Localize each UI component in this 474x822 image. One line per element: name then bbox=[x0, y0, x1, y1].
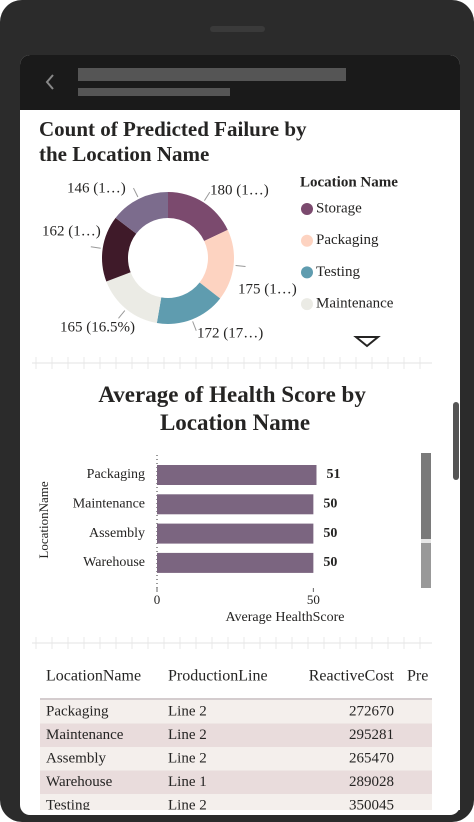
table-cell: 265470 bbox=[349, 750, 394, 766]
legend-title: Location Name bbox=[300, 174, 398, 190]
bar bbox=[157, 552, 314, 573]
bar-value-label: 50 bbox=[323, 555, 337, 570]
table-cell: Packaging bbox=[46, 703, 109, 719]
table-cell: 295281 bbox=[349, 727, 394, 743]
data-label: 172 (17…) bbox=[197, 325, 263, 341]
table-cell: Warehouse bbox=[46, 774, 113, 790]
legend-marker bbox=[301, 266, 313, 279]
donut-slice bbox=[168, 192, 228, 241]
table-cell: Testing bbox=[46, 797, 90, 813]
column-header: ReactiveCost bbox=[309, 668, 395, 685]
table-cell: 289028 bbox=[349, 774, 394, 790]
y-axis-title: LocationName bbox=[36, 481, 51, 558]
legend-marker bbox=[301, 234, 313, 247]
bar-value-label: 50 bbox=[323, 497, 337, 512]
y-tick-label: Assembly bbox=[89, 526, 145, 541]
legend-marker bbox=[301, 203, 313, 215]
table-row-bg bbox=[40, 700, 432, 724]
leader-line bbox=[204, 191, 211, 201]
section-divider bbox=[32, 362, 432, 644]
header-subtitle-placeholder bbox=[78, 88, 230, 96]
table-cell: Line 2 bbox=[168, 750, 207, 766]
donut-slice bbox=[115, 192, 168, 234]
y-tick-label: Maintenance bbox=[73, 497, 145, 512]
visual-scrollbar[interactable] bbox=[421, 453, 431, 539]
header-title-placeholder bbox=[78, 68, 346, 81]
table-cell: Line 1 bbox=[168, 774, 207, 790]
legend-marker bbox=[301, 298, 313, 311]
table-cell: Assembly bbox=[46, 750, 107, 766]
column-header: Pre bbox=[407, 668, 428, 685]
bar-title-line: Average of Health Score by Location Name bbox=[98, 382, 371, 435]
table-cell: 350045 bbox=[349, 797, 394, 813]
leader-line bbox=[118, 310, 126, 319]
table-cell: Maintenance bbox=[46, 727, 124, 743]
donut-slice bbox=[106, 272, 162, 324]
bar-value-label: 51 bbox=[326, 467, 340, 482]
leader-line bbox=[192, 321, 197, 331]
data-label: 165 (16.5%) bbox=[60, 319, 135, 335]
back-button[interactable] bbox=[45, 74, 54, 90]
report-content: Count of Predicted Failure by the Locati… bbox=[32, 117, 432, 813]
speaker bbox=[210, 26, 265, 32]
legend-more-arrow[interactable] bbox=[353, 336, 381, 348]
bar bbox=[157, 523, 314, 544]
column-header: ProductionLine bbox=[168, 668, 268, 685]
data-label: 180 (1…) bbox=[210, 182, 269, 198]
table-cell: 272670 bbox=[349, 703, 394, 719]
legend-label: Storage bbox=[316, 200, 362, 216]
page-scrollbar[interactable] bbox=[453, 402, 459, 480]
table-header-bg bbox=[40, 663, 432, 699]
table-row-bg bbox=[40, 747, 432, 771]
leader-line bbox=[90, 246, 101, 249]
data-label: 162 (1…) bbox=[42, 223, 101, 239]
data-label: 146 (1…) bbox=[67, 180, 126, 196]
donut-slice bbox=[156, 282, 221, 324]
bar-value-label: 50 bbox=[323, 526, 337, 541]
table-cell: Line 2 bbox=[168, 797, 207, 813]
table-cell: Line 2 bbox=[168, 703, 207, 719]
visual-scrollbar-lower bbox=[421, 543, 431, 588]
donut-title-line: Count of Predicted Failure by the Locati… bbox=[39, 117, 312, 166]
y-tick-label: Packaging bbox=[87, 467, 145, 482]
y-tick-label: Warehouse bbox=[83, 555, 145, 570]
x-axis-title: Average HealthScore bbox=[225, 610, 344, 625]
legend-label: Maintenance bbox=[316, 296, 394, 312]
leader-line bbox=[133, 187, 139, 198]
table-cell: Line 2 bbox=[168, 727, 207, 743]
app-header bbox=[20, 55, 460, 110]
column-header: LocationName bbox=[46, 668, 141, 685]
table-row-bg bbox=[40, 794, 432, 810]
table-row-bg bbox=[40, 770, 432, 794]
donut-slice bbox=[199, 229, 235, 299]
table-row-bg bbox=[40, 723, 432, 747]
legend-label: Testing bbox=[316, 264, 360, 280]
donut-slice bbox=[102, 217, 137, 282]
x-tick-label: 0 bbox=[154, 592, 161, 607]
bar bbox=[157, 494, 314, 515]
bar bbox=[157, 465, 317, 485]
leader-line bbox=[235, 264, 246, 268]
x-tick-label: 50 bbox=[307, 592, 320, 607]
data-label: 175 (1…) bbox=[238, 281, 297, 297]
legend-label: Packaging bbox=[316, 232, 379, 248]
